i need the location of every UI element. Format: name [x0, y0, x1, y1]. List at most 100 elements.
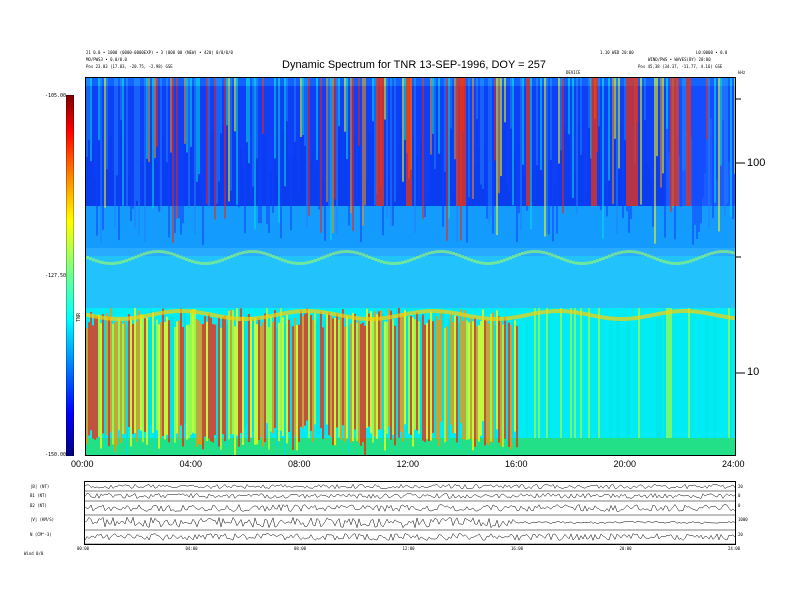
spectrum-cell: [506, 78, 508, 185]
panel-right-1: 20: [738, 484, 743, 489]
spectrum-cell: [185, 309, 188, 314]
spectrum-cell: [356, 316, 359, 321]
spectrum-cell: [677, 261, 680, 265]
spectrum-cell: [516, 78, 518, 243]
spectrum-cell: [674, 309, 677, 314]
spectrum-cell: [722, 314, 725, 319]
spectrum-cell: [618, 318, 620, 438]
spectrum-cell: [362, 78, 364, 226]
spectrum-cell: [588, 308, 590, 438]
spectrum-cell: [605, 255, 608, 259]
spectrum-cell: [332, 318, 334, 446]
spectrum-cell: [424, 324, 426, 442]
spectrum-cell: [422, 253, 425, 257]
spectrum-cell: [282, 78, 284, 132]
spectrum-cell: [426, 322, 428, 440]
spectrum-cell: [344, 326, 346, 442]
spectrum-cell: [311, 259, 314, 263]
spectrum-cell: [164, 310, 167, 315]
spectrum-cell: [222, 78, 224, 125]
spectrum-cell: [437, 309, 440, 314]
spectrum-cell: [668, 78, 670, 153]
spectrum-cell: [296, 309, 299, 314]
panel-right-3: 0: [738, 503, 741, 508]
spectrum-cell: [704, 311, 707, 316]
spectrum-cell: [424, 78, 426, 217]
spectrum-cell: [206, 78, 208, 205]
spectrum-cell: [654, 78, 656, 244]
spectrum-cell: [364, 325, 366, 455]
spectrum-cell: [154, 78, 156, 159]
spectrum-cell: [616, 318, 618, 438]
spectrum-cell: [266, 308, 268, 424]
spectrum-cell: [308, 260, 311, 264]
spectrum-cell: [713, 312, 716, 317]
spectrum-cell: [264, 78, 266, 136]
spectrum-cell: [530, 312, 533, 317]
spectrum-cell: [95, 259, 98, 263]
spectrum-cell: [330, 78, 332, 241]
spectrum-cell: [166, 78, 168, 163]
panel-right-5: 20: [738, 532, 743, 537]
spectrum-cell: [730, 78, 732, 217]
spectrum-cell: [734, 78, 735, 174]
spectrum-cell: [612, 78, 614, 204]
spectrum-cell: [288, 319, 290, 432]
spectrum-cell: [116, 321, 118, 446]
spectrum-cell: [581, 261, 584, 265]
spectrum-cell: [312, 319, 314, 442]
spectrum-cell: [608, 254, 611, 258]
spectrum-cell: [554, 78, 556, 186]
spectrum-cell: [574, 308, 576, 438]
spectrum-cell: [578, 261, 581, 265]
spectrum-cell: [179, 309, 182, 314]
spectrum-cell: [516, 325, 518, 448]
spectrum-cell: [200, 323, 202, 446]
spectrum-cell: [221, 258, 224, 262]
spectrum-cell: [311, 309, 314, 314]
spectrum-cell: [506, 315, 508, 445]
spectrum-cell: [430, 78, 432, 155]
spectrum-cell: [512, 255, 515, 259]
spectrum-cell: [234, 78, 236, 132]
spectrum-cell: [479, 315, 482, 320]
spectrum-cell: [600, 78, 602, 211]
spectrum-cell: [476, 326, 478, 440]
spectrum-cell: [340, 316, 342, 440]
spectrum-cell: [293, 261, 296, 265]
spectrum-cell: [486, 319, 488, 443]
spectrum-cell: [428, 309, 431, 314]
spectrum-cell: [218, 314, 221, 319]
spectrum-cell: [468, 78, 470, 198]
y-tick-100: 100: [747, 157, 766, 169]
spectrum-cell: [257, 250, 260, 254]
spectrum-cell: [248, 314, 250, 443]
spectrum-cell: [617, 251, 620, 255]
spectrum-cell: [677, 309, 680, 314]
spectrum-cell: [620, 78, 622, 124]
spectrum-cell: [668, 261, 671, 265]
spectrum-cell: [382, 313, 384, 443]
spectrum-cell: [689, 309, 692, 314]
spectrum-cell: [509, 256, 512, 260]
spectrum-cell: [562, 78, 564, 214]
spectrum-cell: [422, 78, 424, 220]
spectrum-cell: [728, 315, 731, 320]
spectrum-cell: [152, 312, 155, 317]
spectrum-cell: [671, 309, 674, 314]
spectrum-cell: [704, 78, 706, 174]
spectrum-cell: [364, 78, 366, 206]
spectrum-cell: [566, 259, 569, 263]
spectrum-cell: [106, 313, 108, 436]
spectrum-cell: [479, 261, 482, 265]
spectrum-cell: [542, 250, 545, 254]
spectrum-cell: [334, 78, 336, 200]
spectrum-cell: [215, 313, 218, 318]
spectrum-cell: [668, 310, 671, 315]
spectrum-cell: [644, 253, 647, 257]
spectrum-cell: [587, 312, 590, 317]
panel-x-tick-label: 08:00: [294, 546, 307, 551]
spectrum-cell: [100, 323, 102, 449]
header-right-position: Pos 45.38 (34.37, -11.77, 4.16) GSE: [638, 64, 723, 69]
spectrum-cell: [224, 315, 226, 442]
